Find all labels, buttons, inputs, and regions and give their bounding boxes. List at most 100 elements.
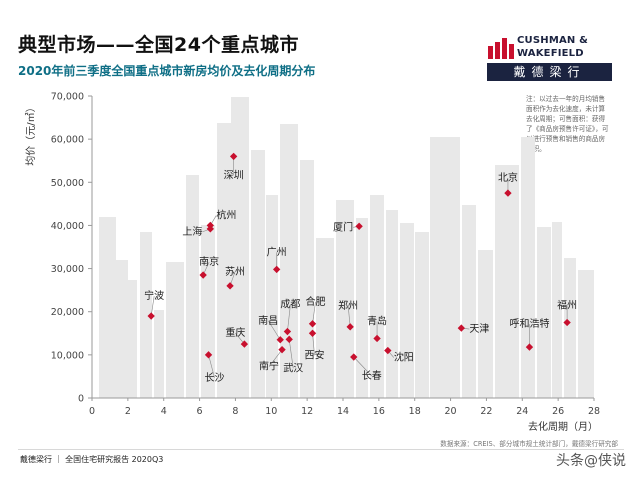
brand-chinese-name: 戴德梁行 — [487, 63, 612, 81]
point-label: 深圳 — [224, 169, 244, 181]
watermark: 头条@侠说 — [556, 453, 626, 469]
point-leader-line — [312, 333, 315, 356]
data-point — [308, 329, 317, 337]
point-leader-line — [268, 349, 283, 367]
label-leader-lines — [150, 156, 568, 378]
x-tick-label: 26 — [552, 406, 564, 417]
building-logo-icon — [488, 38, 514, 59]
x-tick-label: 24 — [516, 406, 528, 417]
y-tick-label: 70,000 — [51, 92, 84, 103]
point-label: 长春 — [362, 370, 382, 382]
x-tick-label: 20 — [445, 406, 457, 417]
skyline-building — [140, 232, 152, 398]
skyline-building — [552, 222, 562, 398]
point-leader-line — [353, 356, 372, 377]
skyline-building — [251, 150, 265, 398]
point-label: 宁波 — [144, 289, 164, 302]
skyline-building — [356, 218, 368, 398]
skyline-building — [217, 123, 231, 398]
data-point — [373, 334, 381, 343]
x-tick-label: 6 — [197, 406, 203, 417]
chart-axes: 0 10,000 20,000 30,000 40,000 50,000 60,000 70,… — [25, 92, 600, 434]
scatter-chart: 0 10,000 20,000 30,000 40,000 50,000 60,000 70,… — [25, 92, 600, 434]
point-label: 合肥 — [306, 295, 326, 308]
x-tick-label: 4 — [161, 406, 167, 417]
point-label: 上海 — [182, 225, 202, 238]
point-leader-line — [287, 304, 291, 332]
data-point — [229, 152, 238, 161]
x-tick-label: 8 — [232, 406, 238, 417]
data-point — [226, 282, 234, 290]
data-point — [525, 343, 534, 351]
skyline-building — [537, 227, 551, 398]
skyline-building — [166, 262, 184, 398]
skyline-building — [430, 137, 460, 398]
skyline-building — [370, 195, 384, 398]
point-label: 成都 — [280, 299, 300, 311]
data-point — [350, 353, 358, 361]
point-label: 北京 — [498, 171, 518, 184]
point-label: 福州 — [557, 299, 577, 312]
y-tick-label: 50,000 — [51, 178, 84, 189]
chart-subtitle: 2020年前三季度全国重点城市新房均价及去化周期分布 — [18, 64, 316, 78]
data-point — [272, 265, 281, 274]
point-label: 杭州 — [216, 208, 236, 221]
skyline-building — [231, 97, 249, 398]
point-label: 呼和浩特 — [509, 318, 549, 330]
y-axis-title: 均价（元/㎡） — [25, 102, 37, 165]
brand-name-line2: WAKEFIELD — [517, 48, 584, 59]
skyline-building — [336, 200, 354, 398]
x-axis-title: 去化周期（月） — [528, 420, 598, 433]
footer-text: 戴德梁行 ｜ 全国住宅研究报告 2020Q3 — [20, 455, 164, 464]
point-label: 西安 — [305, 348, 325, 361]
point-label: 南昌 — [258, 314, 278, 327]
point-label: 郑州 — [338, 299, 358, 312]
skyline-building — [495, 165, 519, 398]
skyline-building — [478, 250, 493, 398]
data-points — [147, 152, 571, 361]
skyline-building — [386, 210, 398, 398]
point-label: 天津 — [469, 323, 489, 335]
skyline-building — [521, 137, 535, 398]
skyline-building — [99, 217, 116, 398]
data-point — [563, 318, 571, 327]
x-tick-label: 16 — [373, 406, 385, 417]
skyline-background — [99, 97, 594, 398]
chart-note: 注：以过去一年的月均销售面积作为去化速度，未计算去化周期；可售面积：获得了《商品… — [526, 95, 609, 153]
skyline-building — [400, 223, 414, 398]
skyline-building — [186, 175, 199, 398]
footer-divider — [18, 449, 624, 450]
data-source: 数据来源：CREIS、部分城市规土统计部门，戴德梁行研究部 — [440, 440, 618, 448]
point-leader-line — [312, 301, 316, 324]
y-tick-label: 30,000 — [51, 264, 84, 275]
point-label: 苏州 — [225, 265, 245, 278]
x-tick-label: 18 — [409, 406, 421, 417]
y-tick-label: 60,000 — [51, 135, 84, 146]
point-leader-line — [267, 320, 281, 340]
skyline-building — [415, 232, 429, 398]
y-tick-label: 20,000 — [51, 307, 84, 318]
x-tick-label: 22 — [480, 406, 492, 417]
data-point — [147, 312, 155, 320]
x-tick-label: 2 — [125, 406, 131, 417]
data-point — [346, 323, 354, 331]
point-label: 沈阳 — [394, 351, 414, 364]
point-leader-line — [347, 305, 351, 327]
data-point — [240, 340, 249, 348]
data-point — [355, 222, 363, 230]
data-point — [384, 346, 392, 355]
brand-name-line1: CUSHMAN & — [517, 35, 589, 46]
x-tick-label: 12 — [301, 406, 313, 417]
data-point — [283, 327, 292, 336]
skyline-building — [578, 270, 594, 398]
skyline-building — [280, 124, 298, 398]
data-point — [276, 336, 284, 344]
brand-logo: CUSHMAN & WAKEFIELD 戴德梁行 — [487, 34, 612, 81]
point-leader-line — [150, 295, 155, 317]
data-point — [285, 335, 293, 344]
x-tick-label: 28 — [588, 406, 600, 417]
skyline-building — [266, 195, 278, 398]
x-tick-label: 10 — [265, 406, 277, 417]
point-label: 南宁 — [259, 360, 279, 373]
